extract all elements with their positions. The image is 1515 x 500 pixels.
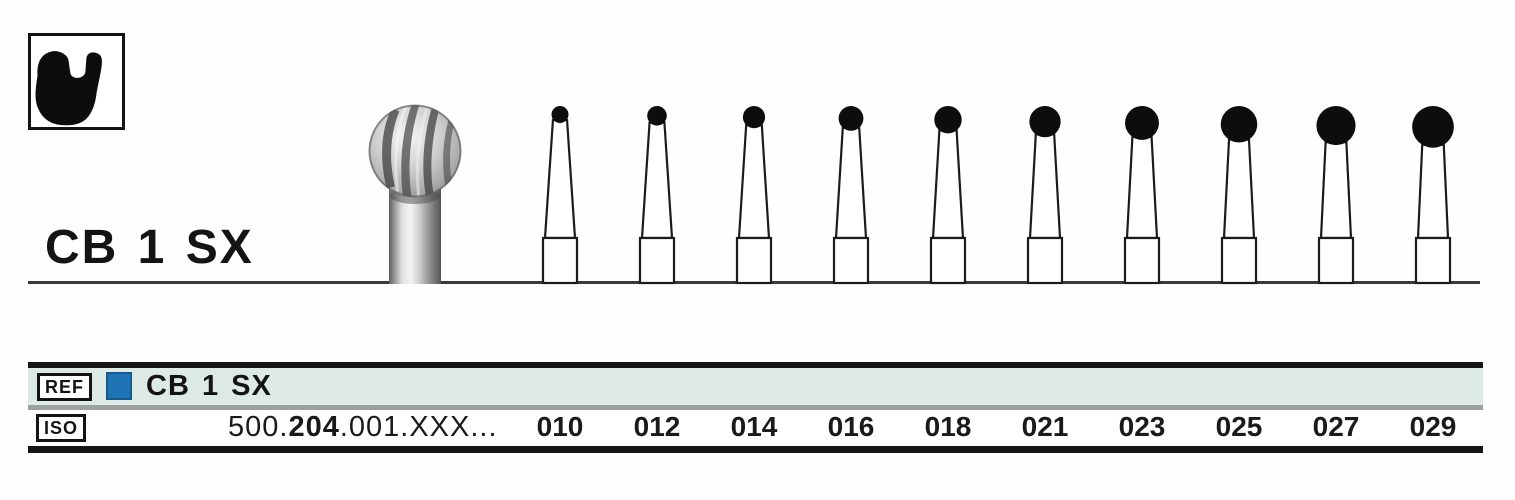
ref-row: REF CB 1 SX <box>28 368 1483 405</box>
table-row-divider <box>28 405 1483 410</box>
table-bottom-border <box>28 446 1483 453</box>
bur-head <box>1412 106 1454 148</box>
spec-table: REF CB 1 SX ISO 500.204.001.XXX... 010 01… <box>28 362 1483 453</box>
bur-diagram-023 <box>1123 106 1161 285</box>
bur-diagram-010 <box>541 106 579 285</box>
bur-neck <box>640 121 674 240</box>
tooth-icon-box <box>28 33 125 130</box>
bur-neck <box>1319 141 1353 240</box>
iso-size-029: 029 <box>1409 411 1457 442</box>
bur-diagram-029 <box>1412 106 1454 285</box>
iso-code-prefix: 500. <box>228 411 289 443</box>
bur-neck <box>1125 135 1159 240</box>
product-code-title: CB 1 SX <box>45 221 254 274</box>
bur-diagram-025 <box>1220 106 1258 285</box>
bur-neck <box>1028 133 1062 240</box>
iso-size-025: 025 <box>1215 411 1263 442</box>
table-top-border <box>28 362 1483 368</box>
bur-head <box>551 106 569 123</box>
bur-size-diagrams <box>541 106 1454 285</box>
bur-shank <box>1220 236 1258 285</box>
bur-shank <box>735 236 773 285</box>
iso-code-suffix: .001.XXX... <box>339 411 498 443</box>
bur-head <box>1316 106 1356 146</box>
bur-neck <box>1416 143 1450 240</box>
iso-row: ISO 500.204.001.XXX... 010 012 014 016 018 02… <box>28 410 1483 446</box>
bur-neck <box>1222 138 1256 240</box>
bur-neck <box>931 129 965 240</box>
bur-head <box>934 106 962 134</box>
bur-neck <box>834 126 868 240</box>
iso-size-012: 012 <box>633 411 681 442</box>
bur-shank <box>1317 236 1355 285</box>
bur-diagram-018 <box>929 106 967 285</box>
iso-size-010: 010 <box>536 411 584 442</box>
iso-size-016: 016 <box>827 411 875 442</box>
iso-size-021: 021 <box>1021 411 1069 442</box>
bur-head <box>1125 106 1159 140</box>
bur-shank <box>1123 236 1161 285</box>
bur-head <box>742 106 766 129</box>
large-bur-photo <box>368 101 462 284</box>
bur-diagram-021 <box>1026 106 1064 285</box>
bur-shank <box>929 236 967 285</box>
bur-diagram-014 <box>735 106 773 285</box>
iso-tag: ISO <box>36 414 87 442</box>
bur-shank <box>1414 236 1452 285</box>
iso-size-018: 018 <box>924 411 972 442</box>
bur-shank <box>832 236 870 285</box>
bur-diagram-012 <box>638 106 676 285</box>
bur-head <box>1220 106 1258 143</box>
bur-shank <box>638 236 676 285</box>
iso-size-027: 027 <box>1312 411 1360 442</box>
molar-icon <box>35 51 102 126</box>
bur-diagram-016 <box>832 106 870 285</box>
ref-product-code: CB 1 SX <box>146 370 272 402</box>
bur-neck <box>543 118 577 240</box>
bur-head <box>647 106 667 126</box>
bur-head <box>1029 106 1061 138</box>
iso-size-023: 023 <box>1118 411 1166 442</box>
bur-shank <box>1026 236 1064 285</box>
iso-size-014: 014 <box>730 411 778 442</box>
iso-code-bold-segment: 204 <box>288 411 340 443</box>
bur-shank <box>541 236 579 285</box>
ref-tag: REF <box>37 372 92 401</box>
bur-diagram-027 <box>1316 106 1356 285</box>
bur-flutes <box>382 101 455 199</box>
bur-head <box>838 106 864 131</box>
iso-code: 500.204.001.XXX... <box>228 410 498 446</box>
series-color-swatch <box>106 372 132 400</box>
bur-neck <box>737 124 771 240</box>
